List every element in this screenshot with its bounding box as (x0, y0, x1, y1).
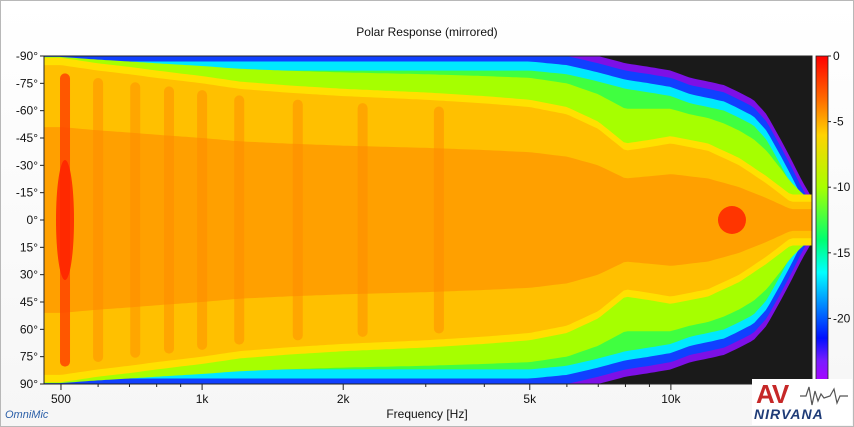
colorbar-tick-label: -10 (833, 180, 851, 194)
heat-ridge (433, 106, 444, 334)
colorbar-gradient (815, 55, 829, 385)
y-tick-label: 30° (20, 268, 38, 282)
colorbar: 0-5-10-15-20-25 (815, 49, 851, 391)
x-tick-label: 1k (196, 392, 210, 406)
x-tick-label: 500 (51, 392, 71, 406)
y-tick-label: -75° (16, 76, 38, 90)
heat-ridge (130, 82, 141, 358)
chart-title: Polar Response (mirrored) (356, 25, 498, 39)
omnimic-watermark: OmniMic (5, 409, 49, 421)
axes: -90° -75° -60° -45° -30° -15° 0° 15° 30° 45° 60° 75… (16, 49, 813, 406)
logo-sub-text: NIRVANA (754, 406, 824, 422)
heat-ridge (197, 90, 208, 350)
y-tick-label: -90° (16, 49, 38, 63)
y-tick-label: 0° (27, 213, 39, 227)
y-tick-label: -30° (16, 158, 38, 172)
y-tick-label: 60° (20, 322, 38, 336)
y-tick-label: -60° (16, 104, 38, 118)
x-tick-label: 2k (337, 392, 351, 406)
heat-ridge (93, 78, 104, 362)
heat-peak (717, 206, 746, 234)
heat-ridge (292, 99, 303, 341)
y-tick-label: 45° (20, 295, 38, 309)
y-tick-label: 15° (20, 240, 38, 254)
heat-band-minus4db (44, 127, 812, 313)
logo-main-text: AV (756, 379, 789, 409)
colorbar-tick-label: 0 (833, 49, 840, 63)
colorbar-tick-label: -20 (833, 311, 851, 325)
heat-ridge (234, 95, 245, 345)
x-axis-label: Frequency [Hz] (386, 407, 468, 421)
colorbar-tick-label: -15 (833, 246, 851, 260)
y-tick-label: 75° (20, 350, 38, 364)
colorbar-tick-label: -5 (833, 115, 844, 129)
heatmap-plot-area (44, 56, 812, 384)
logo-waveform-icon (800, 386, 848, 406)
av-nirvana-logo: AV NIRVANA (752, 379, 852, 425)
heat-peak (56, 160, 75, 280)
y-tick-label: 90° (20, 377, 38, 391)
x-tick-label: 10k (661, 392, 681, 406)
y-tick-label: -45° (16, 131, 38, 145)
y-tick-label: -15° (16, 186, 38, 200)
heat-ridge (164, 86, 175, 354)
heat-ridge (357, 103, 368, 337)
x-tick-label: 5k (523, 392, 537, 406)
